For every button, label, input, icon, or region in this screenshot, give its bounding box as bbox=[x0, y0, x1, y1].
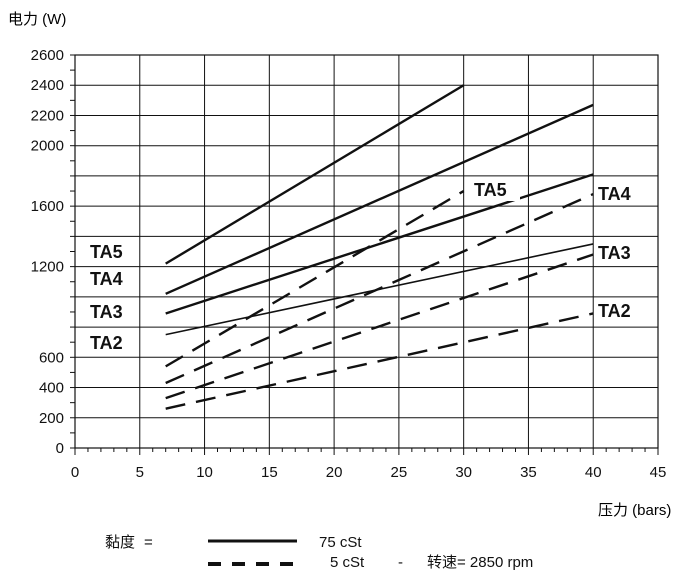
legend-viscosity-label: 黏度 bbox=[105, 534, 135, 551]
series-label-bg bbox=[472, 179, 520, 201]
series-line-ta4-solid bbox=[165, 103, 594, 295]
x-tick-label: 45 bbox=[650, 464, 667, 481]
legend-dashed-label: 5 cSt bbox=[330, 554, 365, 571]
legend-solid-label: 75 cSt bbox=[319, 534, 362, 551]
series-line-ta2-dashed bbox=[165, 312, 594, 410]
series-label-bg bbox=[596, 300, 644, 322]
legend: 黏度 = 75 cSt 5 cSt - 转速= 2850 rpm bbox=[105, 534, 533, 571]
series-line-ta3-solid bbox=[165, 173, 594, 315]
series-label-bg bbox=[88, 268, 136, 290]
x-axis-label: 压力 (bars) bbox=[598, 502, 671, 519]
series-labels: TA5 TA4 TA3 TA2 TA5 TA4 TA3 TA2 bbox=[88, 179, 644, 354]
series-label-bg bbox=[88, 301, 136, 323]
series-line-ta3-dashed bbox=[165, 253, 594, 400]
series-lines bbox=[165, 84, 594, 410]
y-tick-label: 2000 bbox=[31, 138, 64, 155]
x-tick-label: 35 bbox=[520, 464, 537, 481]
y-tick-label: 1600 bbox=[31, 198, 64, 215]
legend-dash-separator: - bbox=[398, 554, 403, 571]
y-tick-label: 400 bbox=[39, 380, 64, 397]
series-line-ta4-dashed bbox=[165, 192, 594, 385]
y-axis-label: 电力 (W) bbox=[8, 11, 66, 28]
y-tick-label: 600 bbox=[39, 349, 64, 366]
series-line-ta5-dashed bbox=[165, 190, 465, 368]
x-tick-label: 40 bbox=[585, 464, 602, 481]
y-tick-label: 2400 bbox=[31, 77, 64, 94]
x-tick-label: 10 bbox=[196, 464, 213, 481]
y-tick-label: 2600 bbox=[31, 47, 64, 64]
series-label-ta3: TA3 bbox=[90, 302, 123, 322]
series-label-ta2: TA2 bbox=[90, 333, 123, 353]
y-tick-label: 1200 bbox=[31, 259, 64, 276]
series-label-ta5: TA5 bbox=[90, 242, 123, 262]
series-label-ta3: TA3 bbox=[598, 243, 631, 263]
series-label-bg bbox=[596, 183, 644, 205]
y-tick-label: 200 bbox=[39, 410, 64, 427]
x-tick-label: 25 bbox=[391, 464, 408, 481]
series-label-bg bbox=[88, 241, 136, 263]
y-tick-label: 2200 bbox=[31, 107, 64, 124]
legend-equals: = bbox=[144, 534, 153, 551]
series-label-ta4: TA4 bbox=[90, 269, 123, 289]
x-tick-label: 15 bbox=[261, 464, 278, 481]
series-label-bg bbox=[88, 332, 136, 354]
legend-speed-label: 转速= 2850 rpm bbox=[427, 554, 533, 571]
axes: 0 5 10 15 20 25 30 35 40 45 0 200 400 600 1200 1600 2000… bbox=[31, 47, 667, 481]
series-line-ta5-solid bbox=[165, 84, 465, 265]
series-label-ta4: TA4 bbox=[598, 184, 631, 204]
series-label-ta5: TA5 bbox=[474, 180, 507, 200]
series-label-ta2: TA2 bbox=[598, 301, 631, 321]
y-tick-label: 0 bbox=[56, 440, 64, 457]
x-tick-label: 0 bbox=[71, 464, 79, 481]
x-tick-label: 30 bbox=[455, 464, 472, 481]
x-tick-label: 5 bbox=[136, 464, 144, 481]
series-label-bg bbox=[596, 242, 644, 264]
x-tick-label: 20 bbox=[326, 464, 343, 481]
